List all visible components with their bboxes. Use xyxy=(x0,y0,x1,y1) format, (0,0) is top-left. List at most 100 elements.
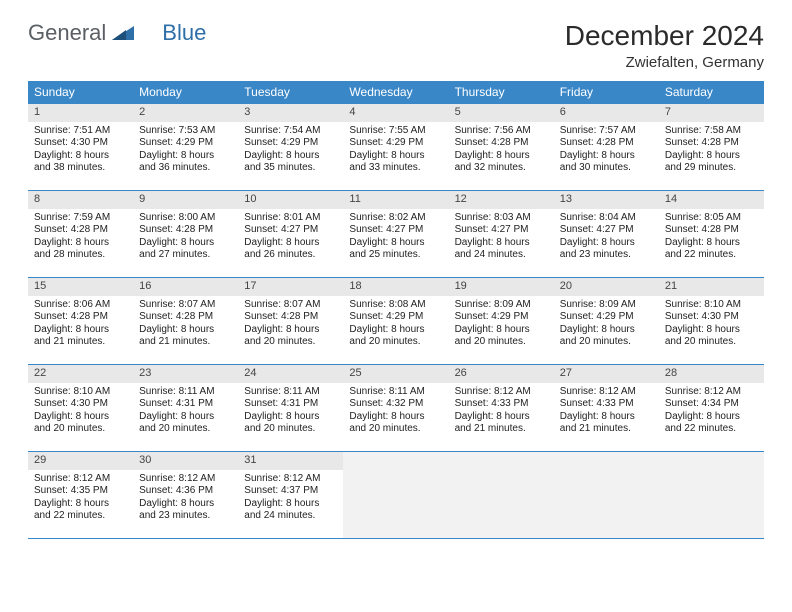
sunrise-text: Sunrise: 8:01 AM xyxy=(244,212,337,225)
weekday-header: Tuesday xyxy=(238,81,343,103)
daylight-text: Daylight: 8 hours xyxy=(455,237,548,250)
sunset-text: Sunset: 4:27 PM xyxy=(560,224,653,237)
daylight-text: Daylight: 8 hours xyxy=(665,150,758,163)
day-number: 13 xyxy=(554,191,659,209)
day-details: Sunrise: 8:07 AMSunset: 4:28 PMDaylight:… xyxy=(238,296,343,355)
day-number: 7 xyxy=(659,104,764,122)
weekday-header: Thursday xyxy=(449,81,554,103)
day-number: 11 xyxy=(343,191,448,209)
day-details: Sunrise: 8:12 AMSunset: 4:35 PMDaylight:… xyxy=(28,470,133,529)
sunrise-text: Sunrise: 8:10 AM xyxy=(34,386,127,399)
day-cell-empty xyxy=(449,452,554,538)
day-number: 12 xyxy=(449,191,554,209)
day-cell-empty xyxy=(659,452,764,538)
day-details: Sunrise: 7:59 AMSunset: 4:28 PMDaylight:… xyxy=(28,209,133,268)
sunrise-text: Sunrise: 8:07 AM xyxy=(244,299,337,312)
sunrise-text: Sunrise: 7:58 AM xyxy=(665,125,758,138)
daylight-text: Daylight: 8 hours xyxy=(244,498,337,511)
day-number: 18 xyxy=(343,278,448,296)
week-row: 8Sunrise: 7:59 AMSunset: 4:28 PMDaylight… xyxy=(28,190,764,277)
header: General Blue December 2024 Zwiefalten, G… xyxy=(28,20,764,71)
daylight-text: Daylight: 8 hours xyxy=(34,498,127,511)
sunset-text: Sunset: 4:28 PM xyxy=(665,224,758,237)
daylight-text: and 29 minutes. xyxy=(665,162,758,175)
sunset-text: Sunset: 4:28 PM xyxy=(139,224,232,237)
sunset-text: Sunset: 4:30 PM xyxy=(665,311,758,324)
logo: General Blue xyxy=(28,20,206,46)
day-number: 8 xyxy=(28,191,133,209)
day-number: 24 xyxy=(238,365,343,383)
day-details: Sunrise: 8:12 AMSunset: 4:37 PMDaylight:… xyxy=(238,470,343,529)
sunrise-text: Sunrise: 8:12 AM xyxy=(560,386,653,399)
day-cell: 20Sunrise: 8:09 AMSunset: 4:29 PMDayligh… xyxy=(554,278,659,364)
sunrise-text: Sunrise: 8:06 AM xyxy=(34,299,127,312)
daylight-text: Daylight: 8 hours xyxy=(349,150,442,163)
day-details: Sunrise: 8:08 AMSunset: 4:29 PMDaylight:… xyxy=(343,296,448,355)
day-details: Sunrise: 7:58 AMSunset: 4:28 PMDaylight:… xyxy=(659,122,764,181)
sunrise-text: Sunrise: 8:08 AM xyxy=(349,299,442,312)
daylight-text: Daylight: 8 hours xyxy=(34,150,127,163)
sunrise-text: Sunrise: 8:11 AM xyxy=(244,386,337,399)
sunset-text: Sunset: 4:28 PM xyxy=(455,137,548,150)
sunrise-text: Sunrise: 7:56 AM xyxy=(455,125,548,138)
day-details: Sunrise: 8:05 AMSunset: 4:28 PMDaylight:… xyxy=(659,209,764,268)
day-details: Sunrise: 8:06 AMSunset: 4:28 PMDaylight:… xyxy=(28,296,133,355)
daylight-text: and 23 minutes. xyxy=(139,510,232,523)
daylight-text: and 36 minutes. xyxy=(139,162,232,175)
day-cell: 26Sunrise: 8:12 AMSunset: 4:33 PMDayligh… xyxy=(449,365,554,451)
day-details: Sunrise: 8:12 AMSunset: 4:33 PMDaylight:… xyxy=(554,383,659,442)
day-number: 23 xyxy=(133,365,238,383)
day-number: 6 xyxy=(554,104,659,122)
sunset-text: Sunset: 4:28 PM xyxy=(244,311,337,324)
day-details: Sunrise: 7:54 AMSunset: 4:29 PMDaylight:… xyxy=(238,122,343,181)
sunset-text: Sunset: 4:27 PM xyxy=(244,224,337,237)
day-details: Sunrise: 8:07 AMSunset: 4:28 PMDaylight:… xyxy=(133,296,238,355)
logo-triangle-icon xyxy=(112,20,134,46)
day-details: Sunrise: 8:11 AMSunset: 4:31 PMDaylight:… xyxy=(238,383,343,442)
day-cell-empty xyxy=(554,452,659,538)
sunset-text: Sunset: 4:37 PM xyxy=(244,485,337,498)
daylight-text: Daylight: 8 hours xyxy=(455,150,548,163)
calendar-page: General Blue December 2024 Zwiefalten, G… xyxy=(0,0,792,559)
day-cell: 13Sunrise: 8:04 AMSunset: 4:27 PMDayligh… xyxy=(554,191,659,277)
weekday-header-row: Sunday Monday Tuesday Wednesday Thursday… xyxy=(28,81,764,103)
week-row: 22Sunrise: 8:10 AMSunset: 4:30 PMDayligh… xyxy=(28,364,764,451)
day-details: Sunrise: 8:09 AMSunset: 4:29 PMDaylight:… xyxy=(449,296,554,355)
day-number: 1 xyxy=(28,104,133,122)
day-number: 15 xyxy=(28,278,133,296)
calendar: Sunday Monday Tuesday Wednesday Thursday… xyxy=(28,81,764,539)
day-details: Sunrise: 8:01 AMSunset: 4:27 PMDaylight:… xyxy=(238,209,343,268)
day-cell: 22Sunrise: 8:10 AMSunset: 4:30 PMDayligh… xyxy=(28,365,133,451)
sunrise-text: Sunrise: 8:12 AM xyxy=(665,386,758,399)
sunset-text: Sunset: 4:29 PM xyxy=(349,311,442,324)
daylight-text: and 20 minutes. xyxy=(665,336,758,349)
sunset-text: Sunset: 4:28 PM xyxy=(34,224,127,237)
day-cell: 3Sunrise: 7:54 AMSunset: 4:29 PMDaylight… xyxy=(238,104,343,190)
sunset-text: Sunset: 4:34 PM xyxy=(665,398,758,411)
daylight-text: Daylight: 8 hours xyxy=(244,324,337,337)
sunrise-text: Sunrise: 8:12 AM xyxy=(139,473,232,486)
sunset-text: Sunset: 4:31 PM xyxy=(244,398,337,411)
day-number: 20 xyxy=(554,278,659,296)
day-cell: 23Sunrise: 8:11 AMSunset: 4:31 PMDayligh… xyxy=(133,365,238,451)
sunrise-text: Sunrise: 7:55 AM xyxy=(349,125,442,138)
day-details: Sunrise: 8:10 AMSunset: 4:30 PMDaylight:… xyxy=(659,296,764,355)
daylight-text: and 26 minutes. xyxy=(244,249,337,262)
daylight-text: and 24 minutes. xyxy=(244,510,337,523)
sunset-text: Sunset: 4:29 PM xyxy=(244,137,337,150)
day-details: Sunrise: 8:00 AMSunset: 4:28 PMDaylight:… xyxy=(133,209,238,268)
sunrise-text: Sunrise: 8:04 AM xyxy=(560,212,653,225)
sunset-text: Sunset: 4:30 PM xyxy=(34,137,127,150)
day-details: Sunrise: 8:12 AMSunset: 4:36 PMDaylight:… xyxy=(133,470,238,529)
daylight-text: and 20 minutes. xyxy=(244,336,337,349)
day-cell: 6Sunrise: 7:57 AMSunset: 4:28 PMDaylight… xyxy=(554,104,659,190)
day-cell-empty xyxy=(343,452,448,538)
day-number: 3 xyxy=(238,104,343,122)
daylight-text: and 21 minutes. xyxy=(139,336,232,349)
sunset-text: Sunset: 4:36 PM xyxy=(139,485,232,498)
day-cell: 29Sunrise: 8:12 AMSunset: 4:35 PMDayligh… xyxy=(28,452,133,538)
daylight-text: and 20 minutes. xyxy=(34,423,127,436)
daylight-text: and 25 minutes. xyxy=(349,249,442,262)
sunset-text: Sunset: 4:28 PM xyxy=(560,137,653,150)
day-number: 29 xyxy=(28,452,133,470)
